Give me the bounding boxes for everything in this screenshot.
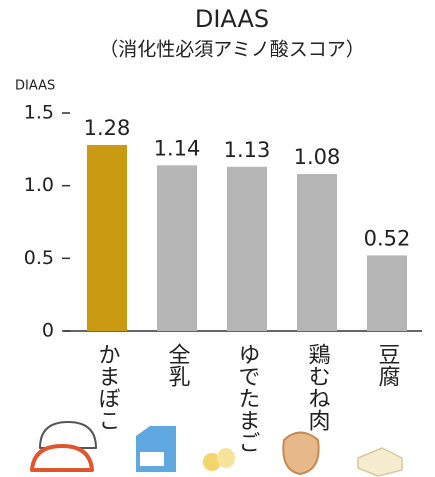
x-tick-label: ゆでたまご — [235, 343, 260, 453]
y-axis-label: DIAAS — [15, 79, 55, 94]
bar — [87, 145, 127, 331]
chart-title: DIAAS — [195, 5, 269, 33]
chart: DIAAS （消化性必須アミノ酸スコア） DIAAS 0 0.5 1.0 1.5 かまぼ… — [0, 0, 435, 477]
icon-kamaboko — [40, 422, 96, 448]
icon-chicken — [283, 433, 318, 475]
chart-subtitle: （消化性必須アミノ酸スコア） — [99, 39, 365, 61]
y-tick-label: 1.5 — [24, 102, 54, 124]
icon-kamaboko — [32, 446, 92, 470]
y-tick-label: 0.5 — [24, 247, 54, 269]
bar — [157, 165, 197, 331]
x-tick-label: 豆腐 — [375, 343, 401, 387]
value-label: 0.52 — [364, 226, 411, 250]
icons — [32, 422, 402, 476]
x-tick-label: 全乳 — [165, 343, 191, 387]
value-label: 1.14 — [154, 136, 201, 160]
bar — [227, 167, 267, 331]
value-label: 1.08 — [294, 145, 341, 169]
x-tick-label: かまぼこ — [95, 343, 120, 431]
bar — [367, 255, 407, 331]
value-label: 1.28 — [84, 116, 131, 140]
bar — [297, 174, 337, 331]
icon-tofu — [358, 448, 402, 476]
x-tick-label: 鶏むね肉 — [305, 343, 331, 431]
icon-milk — [140, 452, 164, 466]
value-label: 1.13 — [224, 138, 271, 162]
icon-egg — [217, 448, 235, 468]
y-tick-label: 1.0 — [24, 174, 54, 196]
y-tick-label: 0 — [42, 320, 54, 342]
